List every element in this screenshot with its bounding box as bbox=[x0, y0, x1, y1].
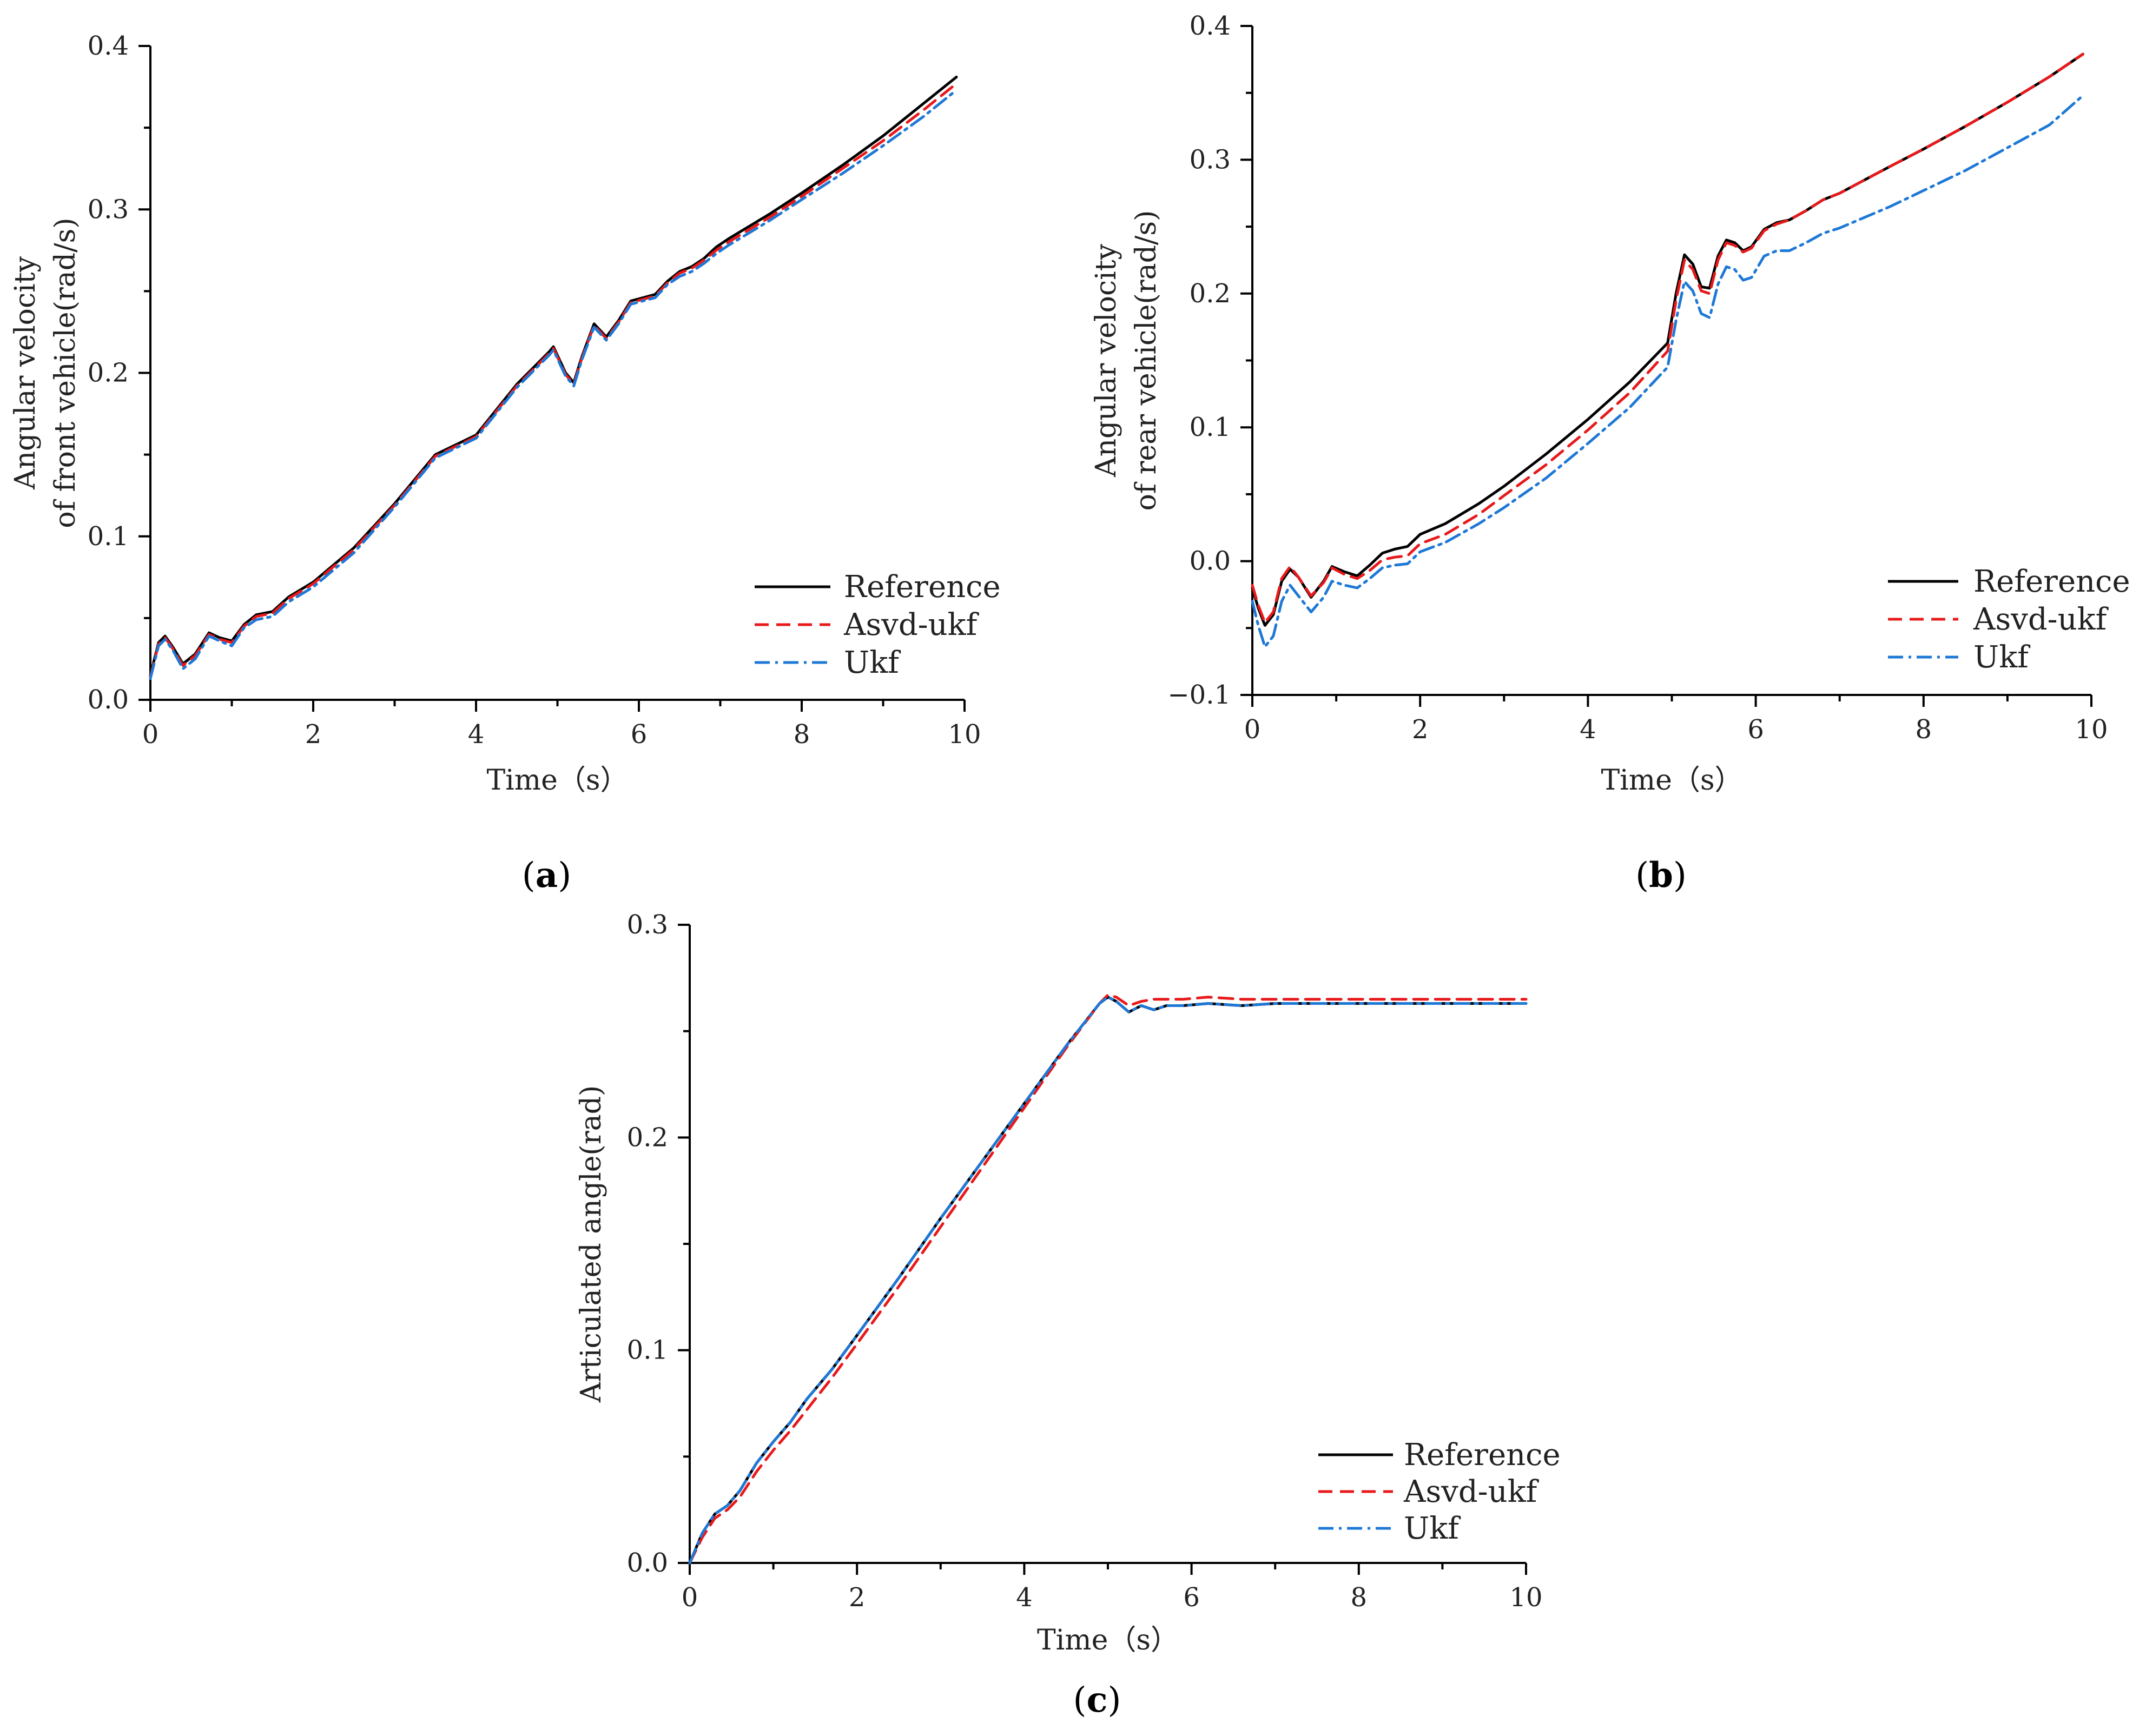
x-tick-label: 2 bbox=[849, 1582, 866, 1613]
chart-panel-b: 0 2 4 6 8 10 −0.1 0.0 0.1 0.2 0.3 0.4 Time（s） Angular… bbox=[1090, 11, 2130, 896]
y-tick-label: 0.3 bbox=[1190, 144, 1231, 175]
series-line-reference bbox=[1251, 52, 2084, 627]
chart-panel-c: 0 2 4 6 8 10 0.0 0.1 0.2 0.3 Time（s） Articulated an… bbox=[575, 910, 1561, 1720]
legend-label: Ukf bbox=[1404, 1511, 1461, 1546]
legend-label: Asvd-ukf bbox=[1403, 1474, 1540, 1509]
x-tick-label: 8 bbox=[1916, 714, 1932, 745]
series-line-asvd-ukf bbox=[1251, 52, 2084, 624]
y-axis-title-line: of rear vehicle(rad/s) bbox=[1130, 210, 1163, 511]
legend-label: Reference bbox=[1404, 1437, 1561, 1473]
x-tick-label: 2 bbox=[1412, 714, 1429, 745]
x-tick-label: 2 bbox=[305, 719, 322, 750]
y-tick-label: 0.2 bbox=[1190, 279, 1231, 309]
series-line-asvd-ukf bbox=[688, 993, 1528, 1565]
legend-label: Ukf bbox=[1973, 640, 2031, 675]
legend-label: Ukf bbox=[844, 645, 901, 680]
panel-label: (c) bbox=[1073, 1680, 1121, 1720]
y-tick-label: 0.0 bbox=[88, 685, 129, 715]
y-tick-label: 0.1 bbox=[627, 1335, 668, 1366]
y-tick-label: 0.4 bbox=[88, 31, 129, 61]
panel-letter: a bbox=[536, 855, 558, 896]
y-tick-label: 0.3 bbox=[627, 910, 668, 940]
series-line-reference bbox=[149, 75, 958, 677]
y-axis-title-line: Articulated angle(rad) bbox=[575, 1085, 608, 1403]
series-line-ukf bbox=[688, 996, 1528, 1565]
x-tick-label: 4 bbox=[1016, 1582, 1033, 1613]
y-tick-label: 0.3 bbox=[88, 194, 129, 224]
series-line-ukf bbox=[149, 89, 958, 680]
panel-label: (a) bbox=[522, 855, 571, 896]
y-axis-title-line: Angular velocity bbox=[1090, 243, 1122, 478]
y-axis-title-line: Angular velocity bbox=[9, 256, 42, 490]
y-tick-label: 0.2 bbox=[627, 1122, 668, 1152]
x-tick-label: 10 bbox=[2075, 714, 2108, 745]
x-tick-label: 6 bbox=[1747, 714, 1764, 745]
x-tick-label: 0 bbox=[142, 719, 159, 750]
y-tick-label: 0.2 bbox=[88, 358, 129, 388]
x-tick-label: 6 bbox=[631, 719, 648, 750]
chart-panel-a: 0 2 4 6 8 10 0.0 0.1 0.2 0.3 0.4 Time（s） Angular vel… bbox=[9, 31, 1001, 896]
x-axis-title: Time（s） bbox=[1037, 1624, 1179, 1657]
y-tick-label: −0.1 bbox=[1167, 680, 1231, 710]
x-tick-label: 4 bbox=[468, 719, 485, 750]
legend-label: Reference bbox=[1973, 564, 2130, 599]
y-tick-label: 0.0 bbox=[627, 1548, 668, 1578]
x-tick-label: 0 bbox=[682, 1582, 698, 1613]
x-tick-label: 4 bbox=[1580, 714, 1596, 745]
series-line-reference bbox=[688, 996, 1528, 1565]
panel-label: (b) bbox=[1635, 855, 1687, 896]
y-tick-label: 0.1 bbox=[1190, 412, 1231, 442]
legend-label: Asvd-ukf bbox=[1973, 602, 2109, 637]
x-axis-title: Time（s） bbox=[486, 764, 628, 797]
x-tick-label: 10 bbox=[948, 719, 981, 750]
x-tick-label: 0 bbox=[1244, 714, 1261, 745]
y-tick-label: 0.0 bbox=[1190, 546, 1231, 577]
series-line-ukf bbox=[1251, 94, 2084, 648]
panel-letter: c bbox=[1087, 1680, 1108, 1720]
x-axis-title: Time（s） bbox=[1601, 764, 1742, 797]
legend-label: Asvd-ukf bbox=[843, 607, 980, 642]
x-tick-label: 6 bbox=[1183, 1582, 1200, 1613]
y-axis-title-line: of front vehicle(rad/s) bbox=[49, 217, 82, 528]
y-tick-label: 0.1 bbox=[88, 521, 129, 552]
x-tick-label: 10 bbox=[1509, 1582, 1542, 1613]
panel-letter: b bbox=[1649, 855, 1673, 896]
series-line-asvd-ukf bbox=[149, 82, 958, 679]
y-tick-label: 0.4 bbox=[1190, 11, 1231, 41]
legend-label: Reference bbox=[844, 569, 1001, 605]
x-tick-label: 8 bbox=[794, 719, 810, 750]
x-tick-label: 8 bbox=[1351, 1582, 1368, 1613]
